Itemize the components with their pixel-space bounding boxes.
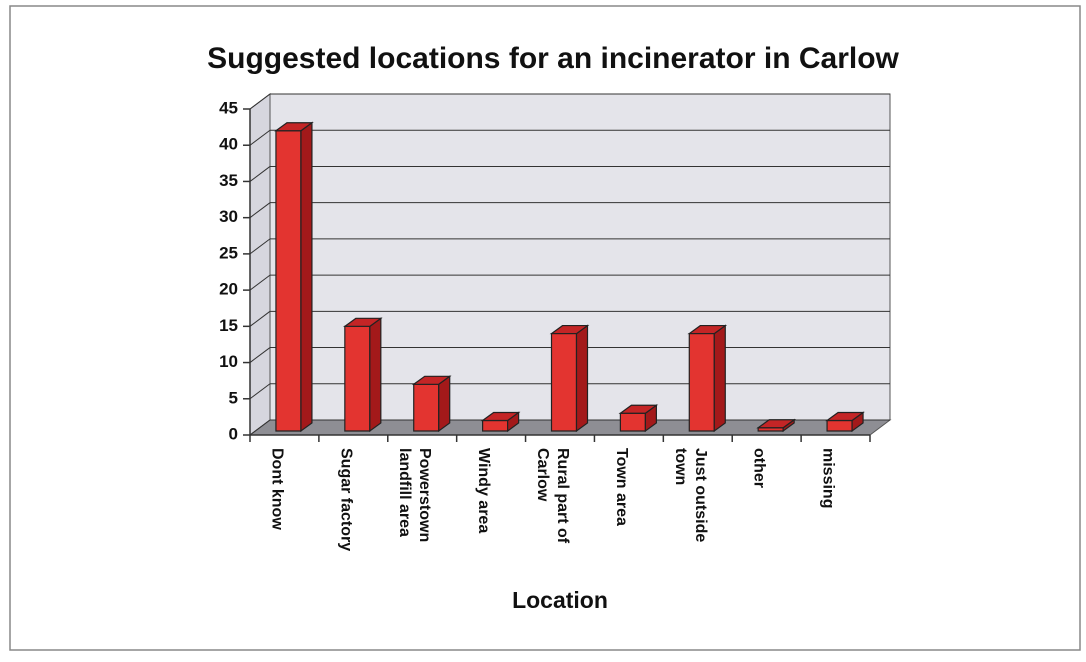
- bar-side: [713, 324, 726, 433]
- side-wall: [249, 93, 271, 436]
- bar-top: [549, 324, 590, 335]
- grid-line-side: [249, 129, 271, 146]
- y-tick-label: 45: [219, 98, 238, 117]
- y-tick-label: 15: [219, 316, 238, 335]
- bar-top: [274, 122, 314, 132]
- bar: [342, 317, 383, 433]
- bar-front: [275, 130, 302, 432]
- grid-line-side: [249, 274, 271, 291]
- bar: [687, 324, 728, 433]
- chart-title: Suggested locations for an incinerator i…: [207, 42, 899, 75]
- grid-line-side: [249, 238, 271, 255]
- bar: [411, 375, 452, 433]
- x-tick-label: Sugar factory: [337, 448, 354, 551]
- bar-side: [300, 121, 313, 433]
- bar-front: [826, 419, 853, 432]
- bar-front: [413, 383, 440, 432]
- y-tick-label: 0: [229, 424, 238, 443]
- bar: [480, 411, 521, 433]
- bar-side: [438, 375, 451, 433]
- grid-line-side: [249, 419, 271, 436]
- y-tick-label: 30: [219, 207, 238, 226]
- y-tick-label: 40: [219, 135, 238, 154]
- x-tick-label: Windy area: [475, 448, 492, 533]
- bar-front: [688, 332, 715, 432]
- y-tick-label: 10: [219, 352, 238, 371]
- y-tick-label: 35: [219, 171, 238, 190]
- bar-top: [618, 404, 659, 414]
- bar: [274, 121, 314, 433]
- grid-line-side: [249, 383, 271, 400]
- grid-line-side: [249, 93, 271, 110]
- bar: [756, 418, 797, 433]
- bar-side: [575, 324, 589, 433]
- bar: [549, 324, 590, 433]
- x-tick-label: missing: [819, 448, 836, 508]
- y-tick-label: 25: [219, 243, 238, 262]
- grid-line-side: [249, 202, 271, 219]
- x-tick-label: Just outsidetown: [672, 448, 709, 542]
- bar-front: [344, 325, 371, 432]
- bar-front: [550, 332, 578, 432]
- bar-top: [687, 324, 728, 335]
- bar-front: [482, 419, 509, 432]
- bar-top: [411, 375, 452, 385]
- x-tick-label: Powerstownlandfill area: [396, 448, 433, 542]
- x-tick-label: Dont know: [268, 448, 285, 530]
- grid-line-side: [249, 166, 271, 182]
- y-tick-label: 20: [219, 280, 238, 299]
- bar-side: [369, 317, 382, 433]
- bar-top: [342, 317, 383, 327]
- x-tick-label: Rural part ofCarlow: [534, 448, 571, 544]
- bar-top: [756, 419, 797, 429]
- bar-top: [825, 411, 865, 422]
- grid-line-side: [249, 347, 271, 363]
- x-axis-label: Location: [512, 587, 608, 613]
- bar-top: [480, 411, 521, 422]
- grid-line-side: [249, 310, 271, 327]
- bar-front: [619, 412, 646, 432]
- x-tick-label: Town area: [613, 448, 630, 526]
- y-tick-label: 5: [229, 388, 238, 407]
- x-tick-label: other: [750, 448, 767, 488]
- bar: [825, 411, 865, 433]
- bar: [618, 404, 659, 433]
